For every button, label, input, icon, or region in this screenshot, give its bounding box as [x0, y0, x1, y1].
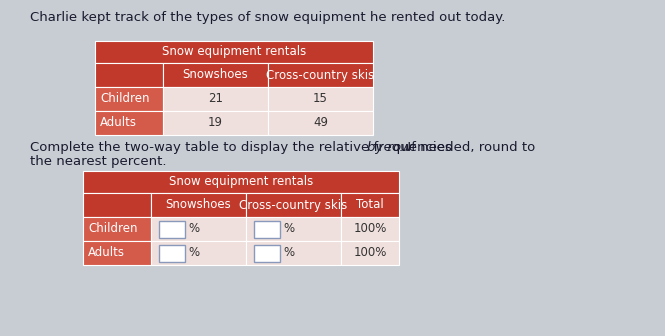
Bar [268, 87, 373, 111]
Bar [151, 193, 246, 217]
Bar [246, 241, 341, 265]
Text: the nearest percent.: the nearest percent. [30, 155, 166, 168]
Bar [254, 245, 280, 261]
Bar [159, 220, 185, 238]
Bar [83, 241, 151, 265]
Bar [95, 111, 163, 135]
Text: Complete the two-way table to display the relative frequencies: Complete the two-way table to display th… [30, 141, 456, 154]
Bar [159, 245, 185, 261]
Bar [83, 217, 151, 241]
Text: Total: Total [356, 199, 384, 211]
Text: Cross-country skis: Cross-country skis [267, 69, 374, 82]
Text: %: % [283, 222, 294, 236]
Bar [163, 87, 268, 111]
Bar [163, 63, 268, 87]
Bar [341, 193, 399, 217]
Text: by row: by row [367, 141, 412, 154]
Text: 49: 49 [313, 117, 328, 129]
Text: Snowshoes: Snowshoes [166, 199, 231, 211]
Bar [246, 217, 341, 241]
Bar [83, 193, 151, 217]
Text: Snowshoes: Snowshoes [183, 69, 248, 82]
Text: 21: 21 [208, 92, 223, 106]
Text: Snow equipment rentals: Snow equipment rentals [162, 45, 306, 58]
Bar [151, 241, 246, 265]
Text: %: % [188, 247, 199, 259]
Text: Cross-country skis: Cross-country skis [239, 199, 348, 211]
Bar [268, 63, 373, 87]
Bar [163, 111, 268, 135]
Bar [95, 41, 373, 63]
Text: Charlie kept track of the types of snow equipment he rented out today.: Charlie kept track of the types of snow … [30, 11, 505, 24]
Text: %: % [283, 247, 294, 259]
Bar [151, 217, 246, 241]
Text: Adults: Adults [88, 247, 125, 259]
Text: Snow equipment rentals: Snow equipment rentals [169, 175, 313, 188]
Text: 19: 19 [208, 117, 223, 129]
Text: 15: 15 [313, 92, 328, 106]
Text: Adults: Adults [100, 117, 137, 129]
Bar [254, 220, 280, 238]
Bar [95, 87, 163, 111]
Text: Children: Children [100, 92, 150, 106]
Text: . If needed, round to: . If needed, round to [399, 141, 535, 154]
Text: %: % [188, 222, 199, 236]
Text: 100%: 100% [353, 222, 386, 236]
Bar [83, 171, 399, 193]
Bar [268, 111, 373, 135]
Bar [95, 63, 163, 87]
Bar [341, 217, 399, 241]
Text: Children: Children [88, 222, 138, 236]
Text: 100%: 100% [353, 247, 386, 259]
Bar [341, 241, 399, 265]
Bar [246, 193, 341, 217]
